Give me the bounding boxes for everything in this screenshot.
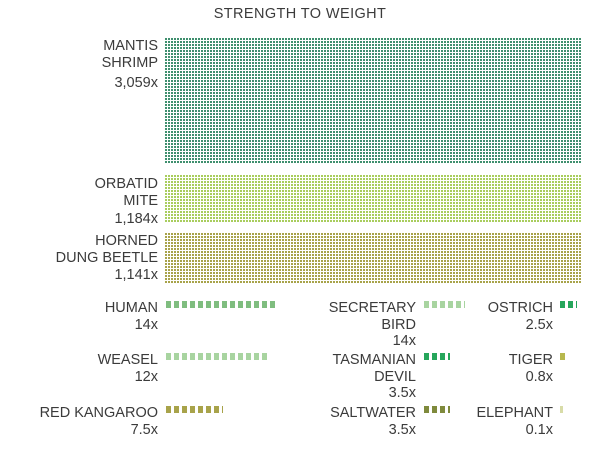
bar-graphic-ostrich bbox=[560, 301, 577, 308]
bar-value-red-kangaroo: 7.5x bbox=[130, 422, 158, 438]
dot-strip-fill bbox=[560, 353, 565, 360]
bar-value-orbatid-mite: 1,184x bbox=[114, 211, 158, 227]
bar-graphic-secretary-bird bbox=[424, 301, 465, 308]
dot-strip-fill bbox=[166, 301, 276, 308]
bar-graphic-weasel bbox=[166, 353, 270, 360]
bar-value-horned-dung-beetle: 1,141x bbox=[114, 267, 158, 283]
bar-label-weasel: WEASEL bbox=[97, 352, 158, 368]
bar-value-tasmanian-devil: 3.5x bbox=[388, 385, 416, 401]
bar-graphic-orbatid-mite bbox=[165, 175, 581, 223]
dot-matrix-fill bbox=[165, 233, 581, 283]
bar-value-saltwater: 3.5x bbox=[388, 422, 416, 438]
bar-graphic-human bbox=[166, 301, 276, 308]
dot-matrix-fill bbox=[165, 38, 581, 163]
dot-strip-fill bbox=[424, 406, 450, 413]
bar-label-human: HUMAN bbox=[104, 300, 158, 316]
bar-value-elephant: 0.1x bbox=[525, 422, 553, 438]
bar-label-red-kangaroo: RED KANGAROO bbox=[39, 405, 158, 421]
dot-strip-fill bbox=[560, 301, 577, 308]
dot-strip-fill bbox=[560, 406, 563, 413]
bar-label-saltwater: SALTWATER bbox=[330, 405, 416, 421]
bar-graphic-tasmanian-devil bbox=[424, 353, 450, 360]
page-title: STRENGTH TO WEIGHT bbox=[213, 6, 387, 22]
dot-strip-fill bbox=[166, 406, 223, 413]
bar-value-weasel: 12x bbox=[134, 369, 158, 385]
bar-graphic-tiger bbox=[560, 353, 565, 360]
bar-graphic-mantis-shrimp bbox=[165, 38, 581, 163]
dot-strip-fill bbox=[166, 353, 270, 360]
bar-label-tiger: TIGER bbox=[508, 352, 553, 368]
bar-label-mantis-shrimp: MANTIS SHRIMP bbox=[101, 38, 158, 71]
bar-label-elephant: ELEPHANT bbox=[476, 405, 553, 421]
bar-value-human: 14x bbox=[134, 317, 158, 333]
bar-graphic-horned-dung-beetle bbox=[165, 233, 581, 283]
bar-label-orbatid-mite: ORBATID MITE bbox=[94, 176, 158, 209]
bar-value-secretary-bird: 14x bbox=[392, 333, 416, 349]
bar-graphic-red-kangaroo bbox=[166, 406, 223, 413]
bar-label-secretary-bird: SECRETARY BIRD bbox=[328, 300, 416, 333]
bar-graphic-elephant bbox=[560, 406, 563, 413]
dot-strip-fill bbox=[424, 353, 450, 360]
bar-label-horned-dung-beetle: HORNED DUNG BEETLE bbox=[55, 233, 158, 266]
bar-value-ostrich: 2.5x bbox=[525, 317, 553, 333]
bar-label-ostrich: OSTRICH bbox=[487, 300, 553, 316]
dot-strip-fill bbox=[424, 301, 465, 308]
dot-matrix-fill bbox=[165, 175, 581, 223]
bar-value-tiger: 0.8x bbox=[525, 369, 553, 385]
bar-graphic-saltwater bbox=[424, 406, 450, 413]
bar-label-tasmanian-devil: TASMANIAN DEVIL bbox=[332, 352, 416, 385]
bar-value-mantis-shrimp: 3,059x bbox=[114, 75, 158, 91]
